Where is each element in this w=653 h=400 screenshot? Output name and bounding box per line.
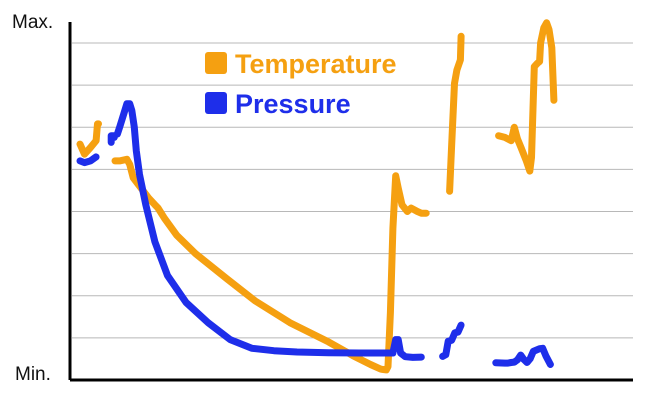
series-lines bbox=[76, 19, 558, 374]
gridlines bbox=[72, 42, 633, 339]
axes bbox=[68, 22, 633, 382]
series-line-temperature-segment bbox=[76, 120, 102, 158]
series-line-pressure-segment bbox=[492, 344, 554, 368]
legend-swatch-pressure bbox=[205, 92, 227, 114]
y-tick-label-max: Max. bbox=[12, 12, 53, 33]
series-line-pressure-segment bbox=[76, 153, 100, 167]
legend-label-pressure: Pressure bbox=[235, 89, 351, 119]
series-line-pressure-segment bbox=[439, 321, 465, 360]
series-line-pressure-segment bbox=[107, 132, 118, 146]
y-tick-label-min: Min. bbox=[15, 364, 51, 385]
legend-swatch-temperature bbox=[205, 52, 227, 74]
legend: Temperature Pressure bbox=[205, 49, 397, 119]
legend-label-temperature: Temperature bbox=[235, 49, 397, 79]
series-line-pressure-segment bbox=[113, 100, 425, 361]
series-line-temperature-segment bbox=[446, 32, 465, 195]
series-line-temperature-segment bbox=[495, 19, 558, 175]
